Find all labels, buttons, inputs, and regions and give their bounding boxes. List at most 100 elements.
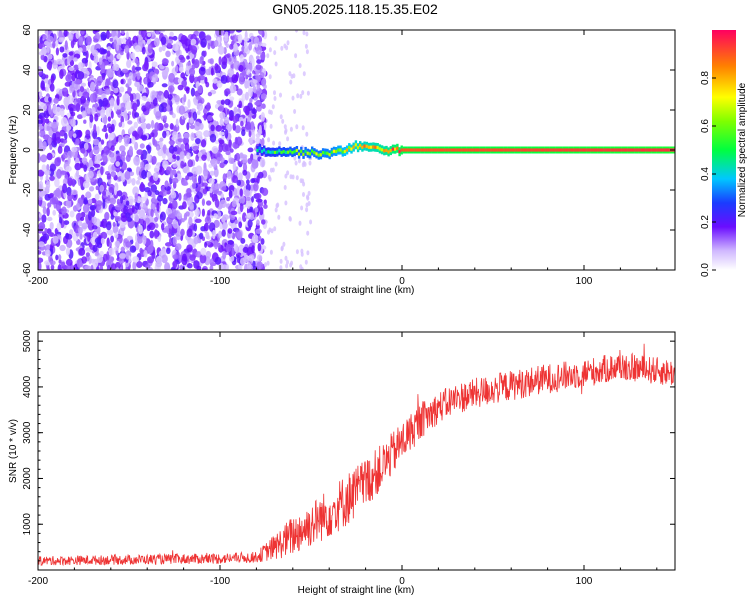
spectrogram-noise-cell [81,222,89,230]
spectrogram-signal-cell [581,148,585,152]
spectrogram-noise-cell [162,130,167,139]
spectrogram-noise-cell [52,235,59,244]
spectrogram-signal-cell [402,148,406,152]
spectrogram-signal-cell [280,150,283,154]
spectrogram-noise-cell [224,144,232,152]
spectrogram-noise-cell [79,233,83,240]
spectrogram-noise-cell [279,258,283,264]
spectrogram-noise-cell [166,247,171,254]
spectrogram-noise-cell [163,123,169,128]
spectrogram-noise-cell [52,209,56,216]
spectrogram-noise-cell [178,105,186,115]
spectrogram-noise-cell [232,122,236,131]
spectrogram-signal-cell [422,148,425,152]
spectrogram-signal-cell [372,145,375,149]
spectrogram-signal-cell [293,150,296,154]
spectrogram-noise-cell [202,149,206,154]
spectrogram-noise-cell [124,45,130,54]
spectrogram-noise-cell [46,207,50,217]
spectrogram-signal-cell [579,148,582,152]
spectrogram-noise-cell [298,158,301,164]
spectrogram-noise-cell [220,157,225,163]
spectrogram-noise-cell [190,87,195,97]
spectrogram-noise-cell [221,186,227,191]
spectrogram-noise-cell [189,117,194,124]
spectrogram-noise-cell [64,132,68,140]
spectrogram-noise-cell [52,104,58,114]
spectrogram-noise-cell [305,131,309,137]
spectrogram-noise-cell [261,103,266,109]
spectrogram-noise-cell [168,232,172,238]
spectrogram-noise-cell [147,43,153,54]
spectrogram-noise-cell [259,72,265,79]
spectrogram-noise-cell [273,90,276,96]
spectrogram-noise-cell [200,38,207,48]
spectrogram-noise-cell [186,55,190,60]
spectrogram-noise-cell [238,172,243,182]
spectrogram-noise-cell [257,30,264,35]
spectrogram-noise-cell [151,61,158,68]
spectrogram-noise-cell [162,197,168,205]
spectrogram-noise-cell [38,261,42,270]
spectrogram-signal-cell [304,149,307,153]
spectrogram-noise-cell [102,97,109,107]
spectrogram-noise-cell [125,241,132,248]
spectrogram-noise-cell [162,58,169,65]
spectrogram-noise-cell [102,190,106,196]
spectrogram-signal-cell [352,145,355,149]
spectrogram-noise-cell [69,107,74,115]
spectrogram-noise-cell [227,228,233,234]
spectrogram-noise-cell [193,121,201,131]
spectrogram-signal-cell [485,148,489,152]
spectrogram-noise-cell [237,33,243,44]
spectrogram-noise-cell [228,189,233,199]
spectrogram-noise-cell [90,237,98,245]
spectrogram-noise-cell [245,74,249,80]
spectrogram-noise-cell [114,64,120,72]
spectrogram-noise-cell [82,51,87,56]
spectrogram-signal-cell [586,148,589,152]
spectrogram-noise-cell [70,118,76,127]
spectrogram-noise-cell [110,90,114,96]
spectrogram-signal-cell [361,145,364,149]
spectrogram-noise-cell [107,68,114,78]
spectrogram-signal-cell [592,148,596,152]
spectrogram-noise-cell [72,133,77,139]
spectrogram-noise-cell [75,30,80,39]
spectrogram-noise-cell [250,178,256,184]
spectrogram-noise-cell [261,78,266,86]
spectrogram-noise-cell [106,264,111,270]
spectrogram-noise-cell [212,229,216,240]
spectrogram-noise-cell [145,264,151,269]
spectrogram-noise-cell [48,96,52,102]
spectrogram-noise-cell [201,182,208,187]
spectrogram-noise-cell [47,137,52,146]
spectrogram-noise-cell [226,170,232,180]
spectrogram-signal-cell [643,148,646,152]
spectrogram-noise-cell [140,154,144,161]
spectrogram-noise-cell [175,231,181,241]
spectrogram-noise-cell [234,136,238,145]
spectrogram-noise-cell [136,72,141,81]
spectrogram-noise-cell [112,221,116,227]
spectrogram-noise-cell [284,129,287,135]
spectrogram-noise-cell [62,53,68,58]
spectrogram-noise-cell [183,112,189,119]
spectrogram-noise-cell [162,160,169,169]
spectrogram-noise-cell [233,34,238,44]
spectrogram-noise-cell [238,64,244,72]
spectrogram-noise-cell [64,40,68,51]
spectrogram-y-tick-label: 60 [22,24,33,36]
spectrogram-noise-cell [281,118,285,124]
spectrogram-signal-cell [258,146,261,150]
spectrogram-signal-cell [400,148,403,152]
spectrogram-noise-cell [93,38,99,43]
spectrogram-noise-cell [169,123,174,130]
spectrogram-noise-cell [41,164,47,172]
spectrogram-noise-cell [145,217,150,224]
colorbar: 0.0 0.2 0.4 0.6 0.8 Normalized spectral ampl… [700,30,748,277]
spectrogram-noise-cell [304,259,308,265]
spectrogram-noise-cell [168,140,176,145]
spectrogram-noise-cell [289,126,293,132]
spectrogram-signal-cell [479,148,482,152]
